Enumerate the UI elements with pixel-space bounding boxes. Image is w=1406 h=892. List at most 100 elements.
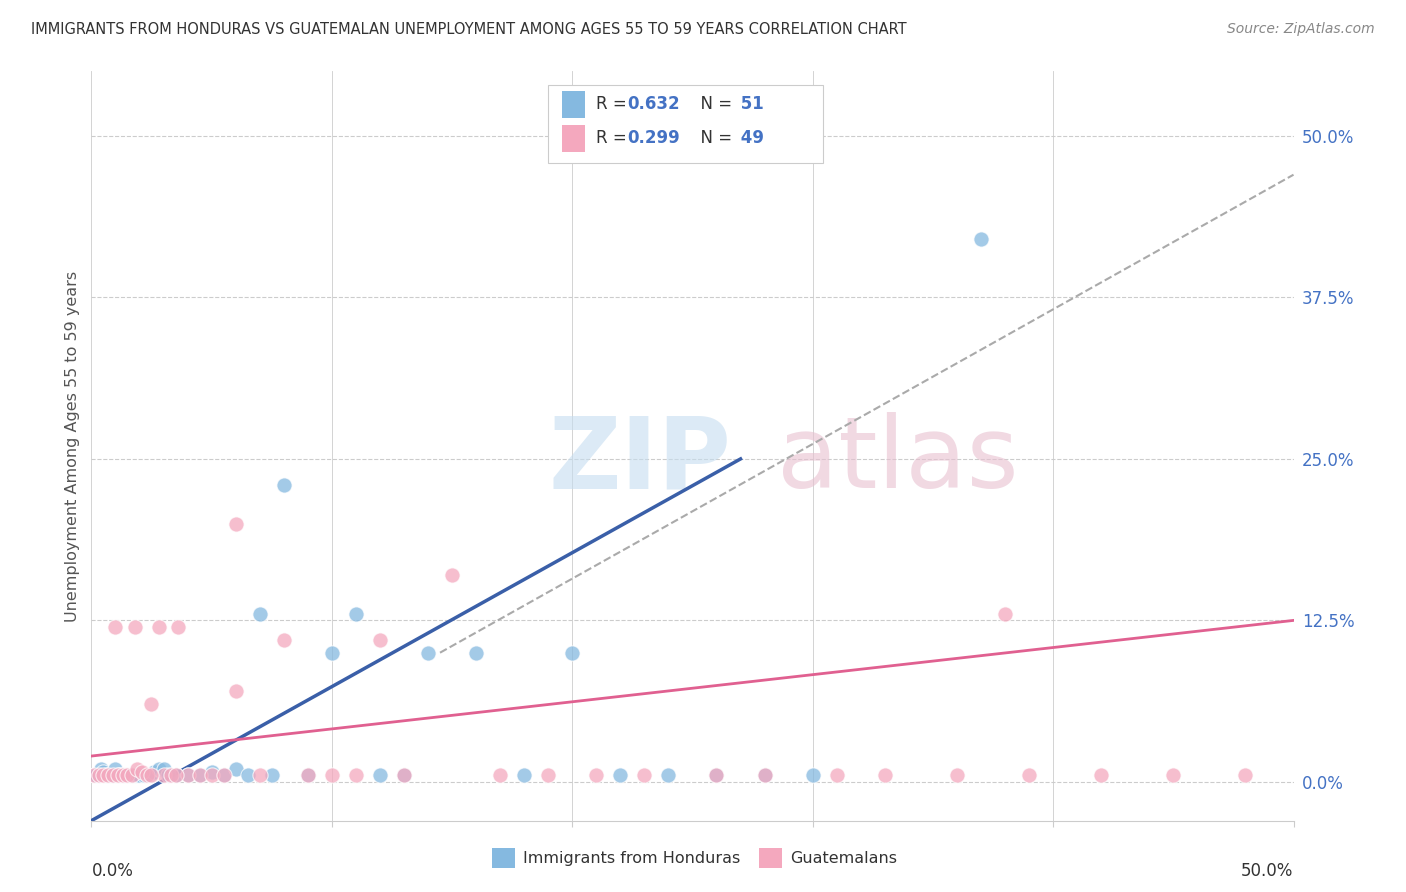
Point	[118, 768, 141, 782]
Point	[970, 232, 993, 246]
Point	[93, 768, 115, 782]
Point	[465, 646, 488, 660]
Text: R =: R =	[596, 129, 633, 147]
Point	[124, 768, 146, 782]
Point	[297, 768, 319, 782]
Point	[801, 768, 824, 782]
Point	[260, 768, 283, 782]
Text: 0.632: 0.632	[627, 95, 679, 113]
Text: Immigrants from Honduras: Immigrants from Honduras	[523, 851, 741, 865]
Point	[321, 646, 343, 660]
Point	[142, 764, 165, 779]
Point	[97, 768, 120, 782]
Point	[754, 768, 776, 782]
Point	[104, 762, 127, 776]
Point	[83, 768, 105, 782]
Point	[159, 768, 181, 782]
Point	[297, 768, 319, 782]
Point	[225, 684, 247, 698]
Point	[537, 768, 560, 782]
Point	[117, 768, 139, 782]
Point	[1018, 768, 1040, 782]
Point	[134, 768, 156, 782]
Point	[249, 768, 271, 782]
Text: Source: ZipAtlas.com: Source: ZipAtlas.com	[1227, 22, 1375, 37]
Point	[392, 768, 415, 782]
Point	[1234, 768, 1257, 782]
Text: 0.0%: 0.0%	[91, 862, 134, 880]
Point	[225, 762, 247, 776]
Point	[344, 607, 367, 621]
Point	[131, 764, 153, 779]
Point	[188, 768, 211, 782]
Text: R =: R =	[596, 95, 633, 113]
Point	[121, 768, 143, 782]
Point	[128, 768, 150, 782]
Point	[946, 768, 969, 782]
Point	[87, 768, 110, 782]
Point	[368, 768, 391, 782]
Point	[176, 768, 198, 782]
Point	[416, 646, 439, 660]
Point	[97, 768, 120, 782]
Point	[273, 477, 295, 491]
Point	[125, 768, 148, 782]
Point	[273, 632, 295, 647]
Point	[368, 632, 391, 647]
Text: atlas: atlas	[776, 412, 1018, 509]
Point	[201, 764, 224, 779]
Point	[84, 768, 107, 782]
Text: 51: 51	[735, 95, 763, 113]
Y-axis label: Unemployment Among Ages 55 to 59 years: Unemployment Among Ages 55 to 59 years	[65, 270, 80, 622]
Point	[633, 768, 655, 782]
Text: 49: 49	[735, 129, 765, 147]
Point	[609, 768, 631, 782]
Point	[152, 768, 174, 782]
Point	[1090, 768, 1112, 782]
Point	[111, 768, 134, 782]
Point	[994, 607, 1017, 621]
Point	[585, 768, 607, 782]
Point	[201, 768, 224, 782]
Point	[167, 620, 190, 634]
Point	[706, 768, 728, 782]
Text: 50.0%: 50.0%	[1241, 862, 1294, 880]
Point	[107, 768, 129, 782]
Point	[706, 768, 728, 782]
Point	[152, 762, 174, 776]
Point	[188, 768, 211, 782]
Point	[825, 768, 848, 782]
Text: ZIP: ZIP	[548, 412, 731, 509]
Point	[148, 620, 170, 634]
Point	[83, 768, 105, 782]
Point	[101, 768, 124, 782]
Point	[117, 768, 139, 782]
Point	[100, 768, 122, 782]
Point	[321, 768, 343, 782]
Point	[561, 646, 583, 660]
Point	[87, 768, 110, 782]
Point	[657, 768, 679, 782]
Point	[94, 768, 117, 782]
Point	[104, 620, 127, 634]
Point	[141, 698, 163, 712]
Point	[101, 768, 124, 782]
Point	[344, 768, 367, 782]
Point	[212, 768, 235, 782]
Point	[135, 768, 157, 782]
Point	[125, 762, 148, 776]
Point	[489, 768, 512, 782]
Point	[110, 768, 132, 782]
Point	[440, 568, 463, 582]
Point	[176, 768, 198, 782]
Point	[138, 768, 160, 782]
Text: Guatemalans: Guatemalans	[790, 851, 897, 865]
Point	[93, 764, 115, 779]
Text: N =: N =	[690, 95, 738, 113]
Text: N =: N =	[690, 129, 738, 147]
Point	[225, 516, 247, 531]
Text: IMMIGRANTS FROM HONDURAS VS GUATEMALAN UNEMPLOYMENT AMONG AGES 55 TO 59 YEARS CO: IMMIGRANTS FROM HONDURAS VS GUATEMALAN U…	[31, 22, 907, 37]
Point	[873, 768, 896, 782]
Point	[114, 768, 136, 782]
Point	[212, 768, 235, 782]
